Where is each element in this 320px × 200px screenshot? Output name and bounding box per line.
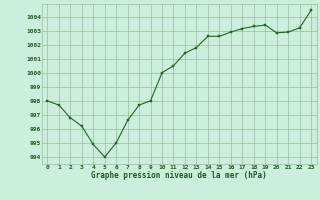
X-axis label: Graphe pression niveau de la mer (hPa): Graphe pression niveau de la mer (hPa) xyxy=(91,171,267,180)
